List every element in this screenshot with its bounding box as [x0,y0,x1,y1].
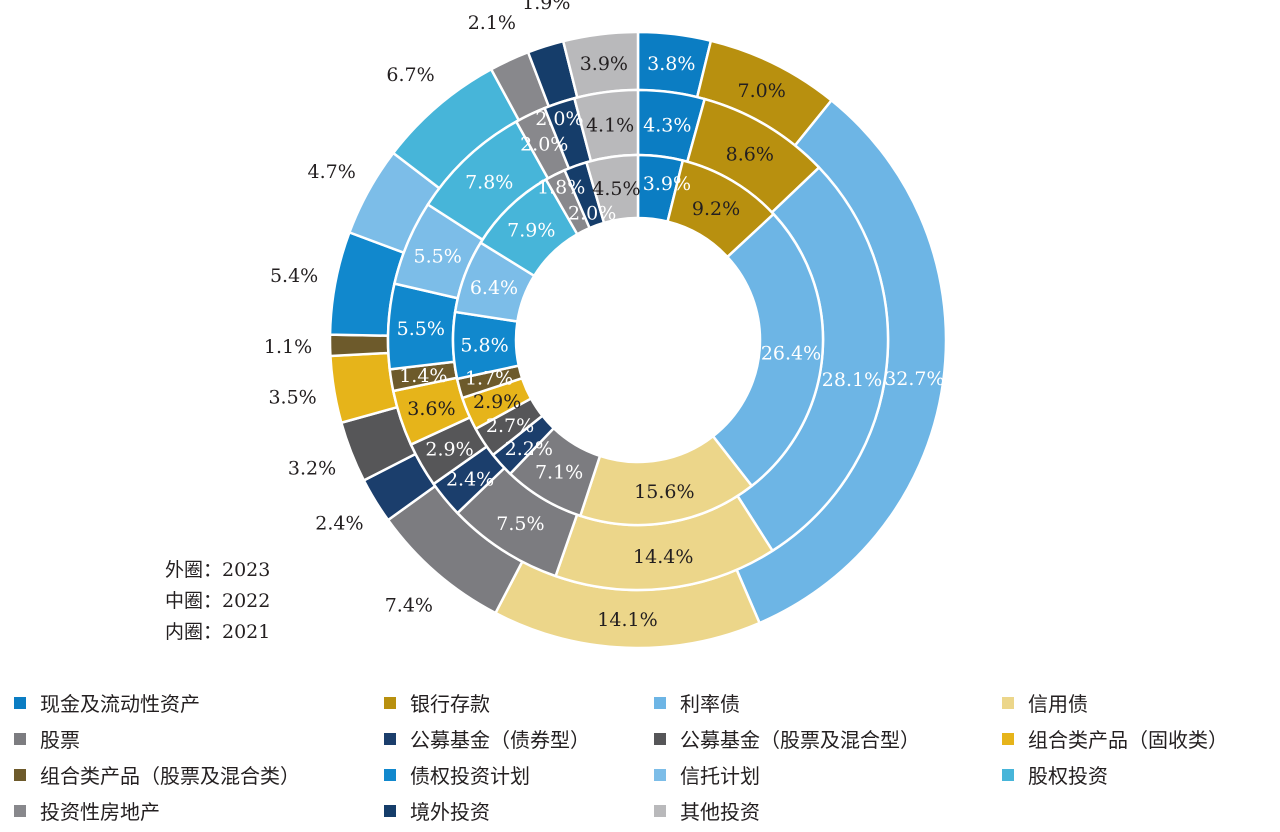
legend-swatch [384,768,396,781]
legend-swatch [654,696,666,709]
data-label-1-14: 4.1% [586,114,634,136]
data-label-2-13: 2.0% [568,202,616,224]
legend-label: 其他投资 [680,800,760,824]
data-label-2-0: 3.9% [643,173,691,195]
data-label-1-10: 5.5% [414,245,462,267]
ring-key-inner: 内圈：2021 [165,621,271,643]
ring-key-middle: 中圈：2022 [165,590,271,612]
data-label-0-1: 7.0% [738,80,786,102]
data-label-2-1: 9.2% [692,198,740,220]
data-label-1-8: 1.4% [399,365,447,387]
legend-label: 信用债 [1028,692,1088,716]
legend-label: 股票 [40,728,80,752]
ring-key: 外圈：2023 中圈：2022 内圈：2021 [165,555,270,648]
data-label-0-6: 3.2% [288,457,336,479]
data-label-0-14: 3.9% [580,53,628,75]
data-label-1-3: 14.4% [633,546,693,568]
data-label-1-12: 2.0% [520,134,568,156]
data-label-0-4: 7.4% [385,595,433,617]
data-label-0-12: 2.1% [468,12,516,34]
legend-label: 组合类产品（股票及混合类） [40,764,300,788]
legend-label: 公募基金（债券型） [410,728,590,752]
legend-label: 银行存款 [410,692,490,716]
data-label-2-7: 2.9% [473,391,521,413]
legend-swatch [1002,696,1014,709]
data-label-1-2: 28.1% [822,369,882,391]
legend-swatch [654,732,666,745]
legend-item: 信托计划 [654,760,760,789]
data-label-1-11: 7.8% [465,171,513,193]
legend-item: 公募基金（股票及混合型） [654,724,920,753]
legend-label: 投资性房地产 [40,800,160,824]
legend-item: 组合类产品（股票及混合类） [14,760,300,789]
segment-0-8 [328,333,390,358]
legend-item: 组合类产品（固收类） [1002,724,1228,753]
data-label-2-9: 5.8% [460,335,508,357]
legend-swatch [384,696,396,709]
legend-label: 公募基金（股票及混合型） [680,728,920,752]
data-label-1-9: 5.5% [397,318,445,340]
legend-item: 银行存款 [384,688,490,717]
segment-2-2 [711,212,825,488]
data-label-1-7: 3.6% [407,398,455,420]
data-label-0-3: 14.1% [597,609,657,631]
legend-item: 信用债 [1002,688,1088,717]
legend-item: 股票 [14,724,80,753]
legend-item: 境外投资 [384,796,490,825]
data-label-0-7: 3.5% [268,386,316,408]
data-label-1-1: 8.6% [726,143,774,165]
data-label-2-2: 26.4% [761,342,821,364]
data-label-0-11: 6.7% [386,64,434,86]
data-label-0-9: 5.4% [270,265,318,287]
legend-swatch [654,768,666,781]
donut-chart: 32.7%28.1%26.4% 15.6% 14.4% 14.1% 9.2% 8.6% 7.… [264,0,948,650]
legend-swatch [14,732,26,745]
data-label-2-4: 7.1% [535,462,583,484]
legend-item: 股权投资 [1002,760,1108,789]
legend-item: 公募基金（债券型） [384,724,590,753]
data-label-2-5: 2.2% [505,438,553,460]
data-label-1-4: 7.5% [496,513,544,535]
legend-swatch [384,732,396,745]
legend-item: 投资性房地产 [14,796,160,825]
data-label-1-13: 2.0% [535,108,583,130]
legend-label: 现金及流动性资产 [40,692,200,716]
legend-swatch [14,804,26,817]
legend-label: 股权投资 [1028,764,1108,788]
data-label-2-6: 2.7% [486,415,534,437]
legend-label: 境外投资 [410,800,490,824]
data-label-2-12: 1.8% [537,177,585,199]
legend-swatch [14,696,26,709]
legend-item: 债权投资计划 [384,760,530,789]
data-label-1-5: 2.4% [446,468,494,490]
data-label-2-14: 4.5% [592,178,640,200]
legend-swatch [384,804,396,817]
data-label-0-0: 3.8% [647,53,695,75]
legend-item: 现金及流动性资产 [14,688,200,717]
legend-swatch [654,804,666,817]
legend-swatch [1002,768,1014,781]
data-label-0-5: 2.4% [315,513,363,535]
data-label-1-0: 4.3% [643,114,691,136]
data-label-1-6: 2.9% [425,439,473,461]
legend-swatch [14,768,26,781]
legend-item: 其他投资 [654,796,760,825]
data-label-0-2: 32.7% [884,368,944,390]
data-label-2-10: 6.4% [470,277,518,299]
legend-item: 利率债 [654,688,740,717]
segment-2-14 [584,153,640,225]
data-label-2-11: 7.9% [507,220,555,242]
legend-label: 债权投资计划 [410,764,530,788]
data-label-0-13: 1.9% [522,0,570,14]
legend-label: 信托计划 [680,764,760,788]
data-label-2-8: 1.7% [465,367,513,389]
data-label-2-3: 15.6% [634,481,694,503]
ring-key-outer: 外圈：2023 [165,559,271,581]
legend-swatch [1002,732,1014,745]
data-label-0-8: 1.1% [264,336,312,358]
legend-label: 组合类产品（固收类） [1028,728,1228,752]
data-label-0-10: 4.7% [308,161,356,183]
legend-label: 利率债 [680,692,740,716]
